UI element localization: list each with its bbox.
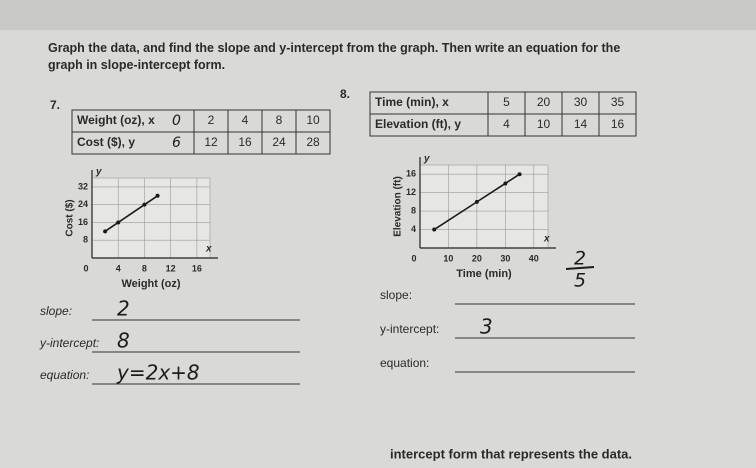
x-tick-label: 8 (142, 263, 147, 273)
table-text: 16 (238, 135, 252, 149)
answer-label: equation: (40, 368, 89, 382)
table-text: 24 (272, 135, 286, 149)
table-cell (598, 113, 637, 137)
table-text: 12 (204, 135, 218, 149)
footer: intercept form that represents the data. (390, 446, 632, 461)
table-text: 16 (611, 117, 625, 131)
table-text: 5 (503, 95, 510, 109)
x-axis-label: Weight (oz) (121, 278, 180, 290)
axis-letter: x (543, 234, 550, 245)
answer-label: slope: (380, 288, 412, 302)
x-tick-label: 40 (529, 253, 539, 263)
data-line (104, 195, 159, 232)
y-tick-label: 16 (406, 169, 416, 179)
instructions-box: Graph the data, and find the slope and y… (48, 41, 621, 72)
problem-number: 8. (340, 87, 350, 101)
answer-label: y-intercept: (39, 336, 99, 350)
table-text: 10 (306, 113, 320, 127)
data-point (474, 199, 479, 204)
answer-label: y-intercept: (380, 322, 439, 336)
y-tick-label: 12 (406, 187, 416, 197)
handwriting: 2 (574, 248, 586, 270)
axis-letter: x (205, 244, 212, 255)
table-text: 8 (276, 113, 283, 127)
handwriting: 3 (480, 315, 493, 339)
table-text: Weight (oz), x (77, 113, 155, 127)
table-text: 4 (503, 117, 510, 131)
axis-letter: y (423, 154, 430, 165)
data-point (503, 181, 508, 186)
graph-area (91, 177, 211, 259)
table-text: 4 (242, 113, 249, 127)
data-point (517, 172, 522, 177)
data-point (116, 220, 121, 225)
table-text: Cost ($), y (77, 135, 135, 149)
table-text: 2 (208, 113, 215, 127)
y-tick-label: 8 (411, 205, 416, 215)
graph-area (419, 164, 549, 249)
data-point (432, 227, 437, 232)
axis-letter: y (95, 167, 102, 178)
handwriting: y=2x+8 (116, 361, 200, 385)
y-tick-label: 32 (78, 181, 88, 191)
table-cell (295, 131, 331, 155)
x-tick-label: 10 (443, 253, 453, 263)
y-tick-label: 8 (83, 235, 88, 245)
handwriting: 8 (117, 329, 130, 353)
handwriting: 6 (172, 135, 181, 151)
y-tick-label: 4 (411, 224, 416, 234)
y-axis-label: Cost ($) (65, 199, 76, 236)
x-tick-label: 12 (166, 263, 176, 273)
answer-label: slope: (40, 304, 72, 318)
x-tick-label: 16 (192, 263, 202, 273)
x-tick-label: 30 (500, 253, 510, 263)
table-text: Time (min), x (375, 95, 449, 109)
problem-number: 7. (50, 98, 60, 112)
table-text: Elevation (ft), y (375, 117, 461, 131)
table-text: 30 (574, 95, 588, 109)
handwriting: 0 (172, 113, 181, 129)
handwriting: 2 (117, 297, 130, 321)
data-point (142, 202, 147, 207)
fraction-bar (565, 266, 595, 270)
table-text: 10 (537, 117, 551, 131)
table-text: 28 (306, 135, 320, 149)
table-text: 20 (537, 95, 551, 109)
data-point (155, 193, 160, 198)
table-text: 35 (611, 95, 625, 109)
x-tick-label: 20 (472, 253, 482, 263)
table-text: 14 (574, 117, 588, 131)
instructions: Graph the data, and find the slope and y… (48, 41, 621, 72)
data-point (103, 229, 108, 234)
y-tick-label: 16 (78, 217, 88, 227)
x-axis-label: Time (min) (456, 268, 512, 280)
data-line (433, 173, 520, 231)
answer-label: equation: (380, 356, 429, 370)
origin-label: 0 (411, 253, 416, 263)
handwriting: 5 (574, 270, 586, 292)
y-tick-label: 24 (78, 199, 88, 209)
paper-edge (0, 0, 756, 30)
y-axis-label: Elevation (ft) (393, 176, 404, 237)
x-tick-label: 4 (116, 263, 121, 273)
origin-label: 0 (83, 263, 88, 273)
